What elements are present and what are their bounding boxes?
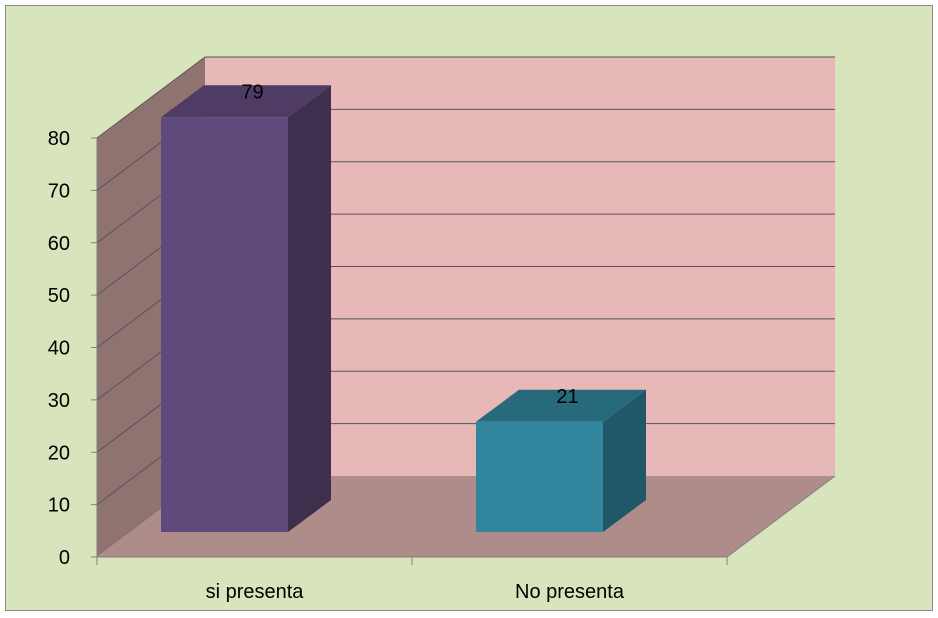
bar-side (603, 389, 646, 532)
y-axis: 0 10 20 30 40 50 60 70 80 (48, 128, 97, 569)
bars: 79 21 (161, 81, 646, 532)
bar-top (161, 85, 331, 118)
bar-front (476, 421, 603, 532)
y-tick-label: 80 (48, 128, 70, 150)
x-tick-label: No presenta (515, 581, 625, 603)
y-tick-label: 20 (48, 442, 70, 464)
bar (476, 389, 646, 532)
bar-top (476, 389, 646, 422)
y-tick-label: 10 (48, 495, 70, 517)
x-tick-label: si presenta (206, 581, 305, 603)
data-label: 79 (241, 81, 263, 103)
y-tick-label: 60 (48, 233, 70, 255)
y-tick-label: 40 (48, 338, 70, 360)
y-tick-label: 0 (59, 547, 70, 569)
data-label: 21 (556, 386, 578, 408)
bar-side (288, 85, 331, 532)
y-tick-label: 70 (48, 180, 70, 202)
bar (161, 85, 331, 532)
floor-edge-line (726, 475, 836, 558)
y-tick-label: 30 (48, 390, 70, 412)
y-tick-label: 50 (48, 285, 70, 307)
side-gridline (96, 56, 206, 139)
bar-front (161, 117, 288, 532)
